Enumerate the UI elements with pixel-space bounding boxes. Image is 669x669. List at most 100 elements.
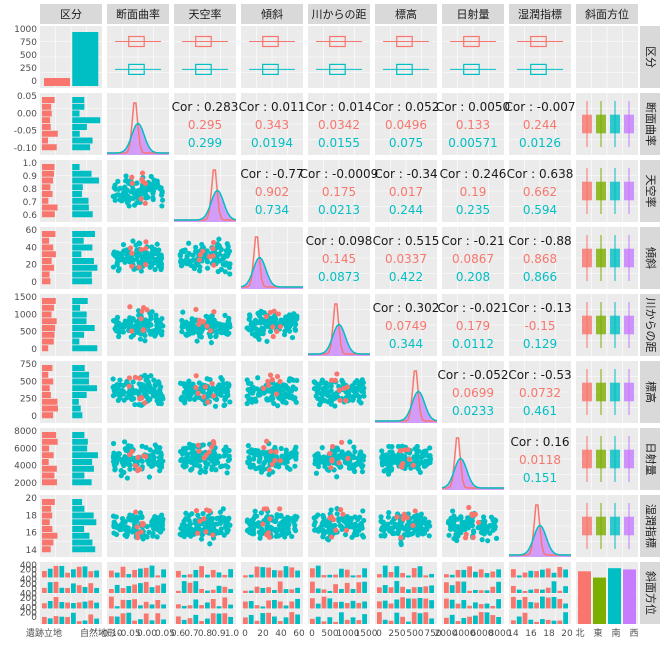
top-strip-label: 湿潤指標 [518,7,562,21]
scatter-point [380,519,387,525]
hist-bar [42,97,55,103]
y-tick-label: 400 [20,604,37,614]
scatter-point [193,385,199,391]
scatter-point [218,526,224,532]
scatter-point [210,239,217,246]
hist-bar [42,546,51,553]
scatter-point [216,324,223,330]
x-tick-label: 0 [242,629,248,639]
scatter-point [196,380,202,386]
scatter-point [138,529,144,535]
hist-bar [72,519,97,526]
hist-bar [551,581,557,593]
scatter-point [412,508,418,514]
scatter-point [137,331,143,337]
scatter-point [153,331,159,337]
scatter-point [120,382,126,389]
correlation-group-2: 0.0233 [452,404,494,418]
scatter-point [249,517,255,523]
bar [578,571,591,624]
scatter-point [116,333,122,340]
hist-bar [222,586,228,593]
correlation-total: Cor : 0.098 [306,234,373,248]
scatter-point [223,444,229,450]
correlation-group-1: 0.662 [523,185,557,199]
hist-bar [516,589,522,593]
scatter-point [286,316,293,322]
hist-bar [42,110,52,117]
scatter-point [321,454,327,460]
scatter-point [252,447,259,454]
hist-bar [72,325,95,331]
hist-bar [496,599,501,609]
scatter-point [266,534,273,540]
scatter-point [227,522,233,528]
hist-bar [321,589,327,593]
scatter-point [157,391,164,397]
hist-bar [72,144,91,151]
scatter-point [326,398,332,404]
correlation-group-1: 0.175 [322,185,356,199]
scatter-point [140,191,147,197]
scatter-point [149,181,156,187]
x-tick-label: 北 [575,628,584,639]
scatter-point [196,331,202,337]
scatter-point [251,456,257,462]
y-tick-label: 40 [26,243,38,253]
scatter-point [320,512,326,519]
scatter-point [262,451,268,457]
hist-bar [315,603,321,609]
scatter-point [186,251,192,257]
scatter-point [209,525,216,531]
hist-bar [210,613,216,624]
scatter-point [475,519,482,526]
hist-bar [473,615,478,624]
box [582,315,592,335]
box [596,315,606,335]
box [610,382,620,402]
x-tick-label: 2000 [435,629,458,639]
scatter-point [254,329,260,336]
hist-bar [484,612,490,624]
hist-bar [199,605,204,609]
hist-bar [216,572,222,578]
density-line [441,457,504,489]
scatter-point [322,390,328,396]
scatter-point [125,193,131,199]
scatter-point [149,249,155,255]
scatter-point [385,514,392,520]
hist-bar [461,569,467,578]
hist-bar [109,589,114,593]
scatter-point [274,512,280,518]
hist-bar [42,459,49,465]
scatter-point [152,266,158,273]
scatter-point [391,459,397,465]
scatter-point [459,519,465,525]
scatter-point [267,516,273,522]
y-tick-label: 500 [20,51,37,61]
scatter-point [158,452,164,458]
scatter-point [129,263,135,269]
hist-bar [72,505,85,512]
hist-bar [310,568,315,578]
hist-bar [42,191,53,197]
scatter-point [158,261,165,267]
hist-bar [88,571,94,578]
right-strip-label: 断面曲率 [644,102,658,146]
hist-bar [295,598,300,609]
scatter-point [212,321,218,328]
hist-bar [266,600,271,609]
y-tick-label: 750 [20,360,37,370]
hist-bar [193,581,199,593]
hist-bar [321,621,327,624]
scatter-point [183,510,189,516]
scatter-point [397,520,403,526]
scatter-point [146,474,153,480]
hist-bar [155,585,161,593]
x-tick-label: 遺跡立地 [26,627,62,639]
scatter-point [128,254,135,260]
scatter-point [389,444,395,450]
y-tick-label: 0.00 [17,109,37,119]
x-tick-label: 1500 [355,629,378,639]
hist-bar [72,237,84,244]
